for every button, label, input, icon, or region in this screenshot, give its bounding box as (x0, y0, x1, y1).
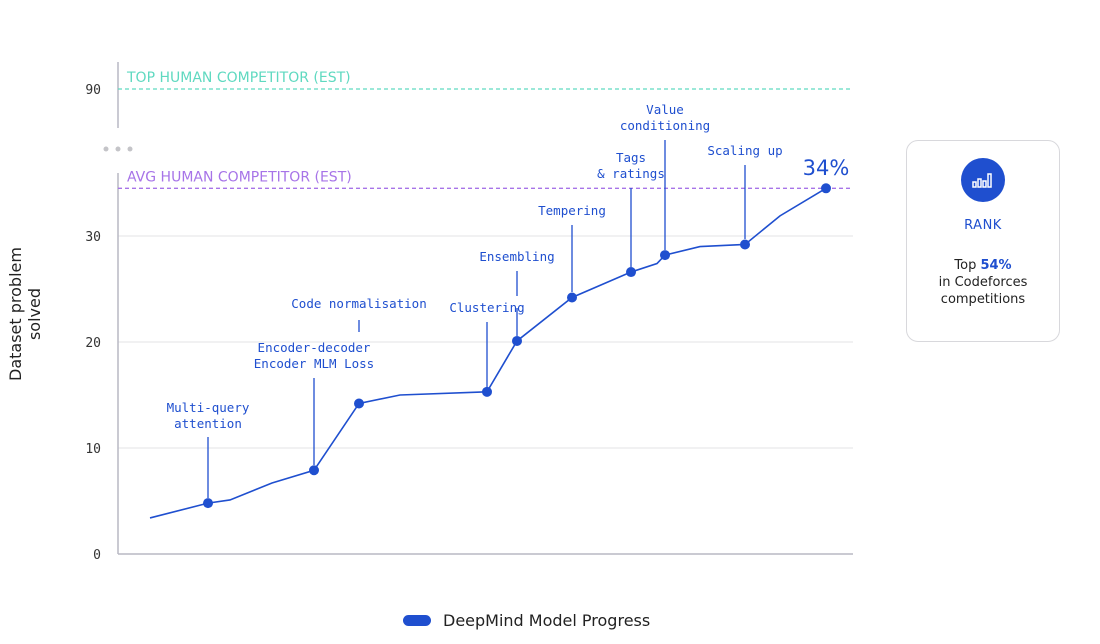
rank-card: RANK Top 54% in Codeforces competitions (906, 140, 1060, 342)
data-point (203, 498, 213, 509)
annotation-label: attention (174, 416, 242, 431)
rank-line2: in Codeforces (938, 275, 1028, 290)
series-line (149, 187, 827, 519)
y-tick-label: 0 (93, 548, 101, 563)
data-point (309, 465, 319, 476)
rank-value: 54% (980, 258, 1012, 273)
annotation-label: Multi-query (167, 400, 250, 415)
data-point (740, 239, 750, 250)
rank-line3: competitions (940, 292, 1026, 307)
y-tick-label: 90 (85, 83, 101, 98)
annotation-label: Clustering (449, 300, 524, 315)
data-point (821, 183, 831, 194)
reference-line-label: TOP HUMAN COMPETITOR (EST) (126, 70, 351, 86)
annotation-label: Tags (616, 150, 646, 165)
annotation-label: Value (646, 102, 684, 117)
axis-break-dot (115, 146, 121, 152)
rank-description: Top 54% in Codeforces competitions (907, 257, 1059, 308)
annotation-label: & ratings (597, 166, 665, 181)
annotation-label: Code normalisation (291, 296, 426, 311)
legend-swatch (403, 615, 431, 626)
annotation-label: Ensembling (479, 249, 554, 264)
reference-line-label: AVG HUMAN COMPETITOR (EST) (127, 169, 352, 185)
rank-prefix: Top (954, 258, 981, 273)
data-point (567, 292, 577, 303)
annotation-label: Tempering (538, 203, 606, 218)
annotation-label: Encoder MLM Loss (254, 356, 374, 371)
rank-title: RANK (964, 218, 1002, 233)
y-tick-label: 30 (85, 230, 101, 245)
y-tick-label: 10 (85, 442, 101, 457)
y-axis-label: Dataset problem solved (6, 247, 44, 381)
axis-break-dot (103, 146, 109, 152)
y-tick-label: 20 (85, 336, 101, 351)
data-point (660, 250, 670, 261)
data-point (512, 335, 522, 346)
data-point (626, 267, 636, 278)
data-point (482, 386, 492, 397)
final-value-label: 34% (803, 156, 850, 180)
annotation-label: Encoder-decoder (258, 340, 371, 355)
axis-break-dot (127, 146, 133, 152)
legend: DeepMind Model Progress (403, 611, 650, 630)
legend-label: DeepMind Model Progress (443, 611, 651, 630)
bar-chart-icon (961, 158, 1005, 202)
annotation-label: Scaling up (707, 143, 782, 158)
data-point (354, 398, 364, 409)
annotation-label: conditioning (620, 118, 710, 133)
